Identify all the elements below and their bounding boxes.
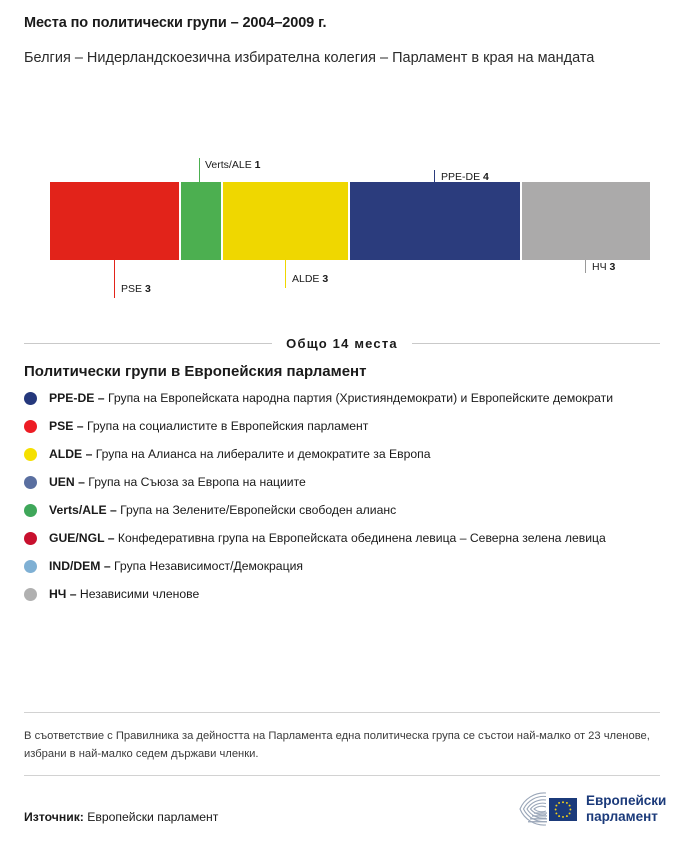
legend-item-verts[interactable]: Verts/ALE – Група на Зелените/Европейски… bbox=[24, 502, 664, 519]
segment-label-alde: ALDE 3 bbox=[292, 273, 328, 285]
legend-abbr-pse: PSE – bbox=[49, 419, 84, 433]
legend-desc-alde: Група на Алианса на либералите и демокра… bbox=[95, 447, 431, 461]
bar-segment-gap-2 bbox=[221, 182, 223, 260]
legend-item-guengl[interactable]: GUE/NGL – Конфедеративна група на Европе… bbox=[24, 530, 664, 547]
bar-segment-nch[interactable] bbox=[522, 182, 650, 260]
legend-item-uen[interactable]: UEN – Група на Съюза за Европа на нациит… bbox=[24, 474, 664, 491]
segment-label-verts-seats: 1 bbox=[254, 159, 261, 171]
european-parliament-logo: Европейски парламент bbox=[516, 787, 666, 831]
legend-desc-guengl: Конфедеративна група на Европейската обе… bbox=[117, 531, 606, 545]
leader-line-alde bbox=[285, 260, 286, 288]
legend-item-text-ppede: PPE-DE – Група на Европейската народна п… bbox=[49, 390, 613, 407]
european-parliament-logo-icon bbox=[519, 792, 577, 826]
footnote-text: В съответствие с Правилника за дейността… bbox=[24, 730, 650, 760]
legend-abbr-verts: Verts/ALE – bbox=[49, 503, 117, 517]
legend-color-dot-alde bbox=[24, 448, 37, 461]
total-rule-left bbox=[24, 342, 273, 344]
bar-segment-gap-3 bbox=[348, 182, 350, 260]
legend-desc-pse: Група на социалистите в Европейския парл… bbox=[86, 419, 369, 433]
legend-item-text-uen: UEN – Група на Съюза за Европа на нациит… bbox=[49, 474, 306, 491]
legend-color-dot-nch bbox=[24, 588, 37, 601]
legend-abbr-nch: НЧ – bbox=[49, 587, 77, 601]
logo-line-2: парламент bbox=[586, 809, 658, 824]
bar-segment-gap-4 bbox=[520, 182, 522, 260]
bar-segment-verts[interactable] bbox=[181, 182, 221, 260]
segment-label-alde-name: ALDE bbox=[292, 273, 320, 285]
bar-segment-ppede[interactable] bbox=[350, 182, 520, 260]
segment-label-alde-seats: 3 bbox=[322, 273, 329, 285]
bar-segment-pse[interactable] bbox=[50, 182, 179, 260]
segment-label-pse-name: PSE bbox=[121, 283, 143, 295]
european-parliament-logo-text: Европейски парламент bbox=[586, 793, 666, 825]
legend-item-nch[interactable]: НЧ – Независими членове bbox=[24, 586, 664, 603]
legend-abbr-guengl: GUE/NGL – bbox=[49, 531, 115, 545]
legend-desc-verts: Група на Зелените/Европейски свободен ал… bbox=[120, 503, 397, 517]
legend-abbr-alde: ALDE – bbox=[49, 447, 93, 461]
legend-item-text-guengl: GUE/NGL – Конфедеративна група на Европе… bbox=[49, 530, 606, 547]
legend-abbr-ppede: PPE-DE – bbox=[49, 391, 105, 405]
logo-line-1: Европейски bbox=[586, 793, 667, 808]
legend-color-dot-pse bbox=[24, 420, 37, 433]
total-seats-label: Общо 14 места bbox=[286, 335, 398, 351]
legend-item-pse[interactable]: PSE – Група на социалистите в Европейски… bbox=[24, 418, 664, 435]
legend-item-text-pse: PSE – Група на социалистите в Европейски… bbox=[49, 418, 368, 435]
legend-desc-uen: Група на Съюза за Европа на нациите bbox=[88, 475, 306, 489]
page-subtitle: Белгия – Нидерландскоезична избирателна … bbox=[24, 50, 595, 66]
segment-label-nch-name: НЧ bbox=[592, 261, 607, 273]
source-line: Източник: Европейски парламент bbox=[24, 810, 218, 824]
total-seats-row: Общо 14 места bbox=[24, 330, 661, 356]
stacked-bar bbox=[50, 182, 650, 260]
legend-item-text-inddem: IND/DEM – Група Независимост/Демокрация bbox=[49, 558, 303, 575]
legend-item-text-nch: НЧ – Независими членове bbox=[49, 586, 199, 603]
legend-color-dot-guengl bbox=[24, 532, 37, 545]
leader-line-verts bbox=[199, 158, 200, 182]
legend-color-dot-inddem bbox=[24, 560, 37, 573]
leader-line-ppede bbox=[434, 170, 435, 183]
legend-heading: Политически групи в Европейския парламен… bbox=[24, 363, 367, 380]
segment-label-pse-seats: 3 bbox=[144, 283, 151, 295]
segment-label-nch: НЧ 3 bbox=[592, 261, 615, 273]
seats-stacked-bar-chart: Verts/ALE 1 PPE-DE 4 PSE 3 ALDE 3 НЧ 3 bbox=[0, 150, 700, 310]
legend-color-dot-verts bbox=[24, 504, 37, 517]
bar-segment-alde[interactable] bbox=[223, 182, 348, 260]
legend-item-inddem[interactable]: IND/DEM – Група Независимост/Демокрация bbox=[24, 558, 664, 575]
legend-item-alde[interactable]: ALDE – Група на Алианса на либералите и … bbox=[24, 446, 664, 463]
segment-label-pse: PSE 3 bbox=[121, 283, 151, 295]
legend-item-text-alde: ALDE – Група на Алианса на либералите и … bbox=[49, 446, 431, 463]
segment-label-ppede-name: PPE-DE bbox=[441, 171, 481, 183]
legend-color-dot-uen bbox=[24, 476, 37, 489]
segment-label-nch-seats: 3 bbox=[609, 261, 616, 273]
total-rule-right bbox=[411, 342, 661, 344]
legend-abbr-uen: UEN – bbox=[49, 475, 85, 489]
legend-list: PPE-DE – Група на Европейската народна п… bbox=[24, 390, 664, 614]
source-label: Източник: bbox=[24, 810, 84, 824]
legend-desc-inddem: Група Независимост/Демокрация bbox=[114, 559, 303, 573]
source-value: Европейски парламент bbox=[87, 810, 219, 824]
legend-desc-nch: Независими членове bbox=[79, 587, 200, 601]
leader-line-nch bbox=[585, 260, 586, 273]
legend-item-ppede[interactable]: PPE-DE – Група на Европейската народна п… bbox=[24, 390, 664, 407]
bar-segment-gap-1 bbox=[179, 182, 181, 260]
legend-abbr-inddem: IND/DEM – bbox=[49, 559, 111, 573]
footer-divider-top bbox=[24, 712, 660, 713]
segment-label-ppede: PPE-DE 4 bbox=[441, 171, 489, 183]
segment-label-verts: Verts/ALE 1 bbox=[205, 159, 260, 171]
segment-label-verts-name: Verts/ALE bbox=[205, 159, 252, 171]
legend-color-dot-ppede bbox=[24, 392, 37, 405]
page-title: Места по политически групи – 2004–2009 г… bbox=[24, 15, 327, 31]
leader-line-pse bbox=[114, 260, 115, 298]
segment-label-ppede-seats: 4 bbox=[483, 171, 489, 183]
legend-item-text-verts: Verts/ALE – Група на Зелените/Европейски… bbox=[49, 502, 396, 519]
legend-desc-ppede: Група на Европейската народна партия (Хр… bbox=[107, 391, 613, 405]
footer-divider-bottom bbox=[24, 775, 660, 776]
